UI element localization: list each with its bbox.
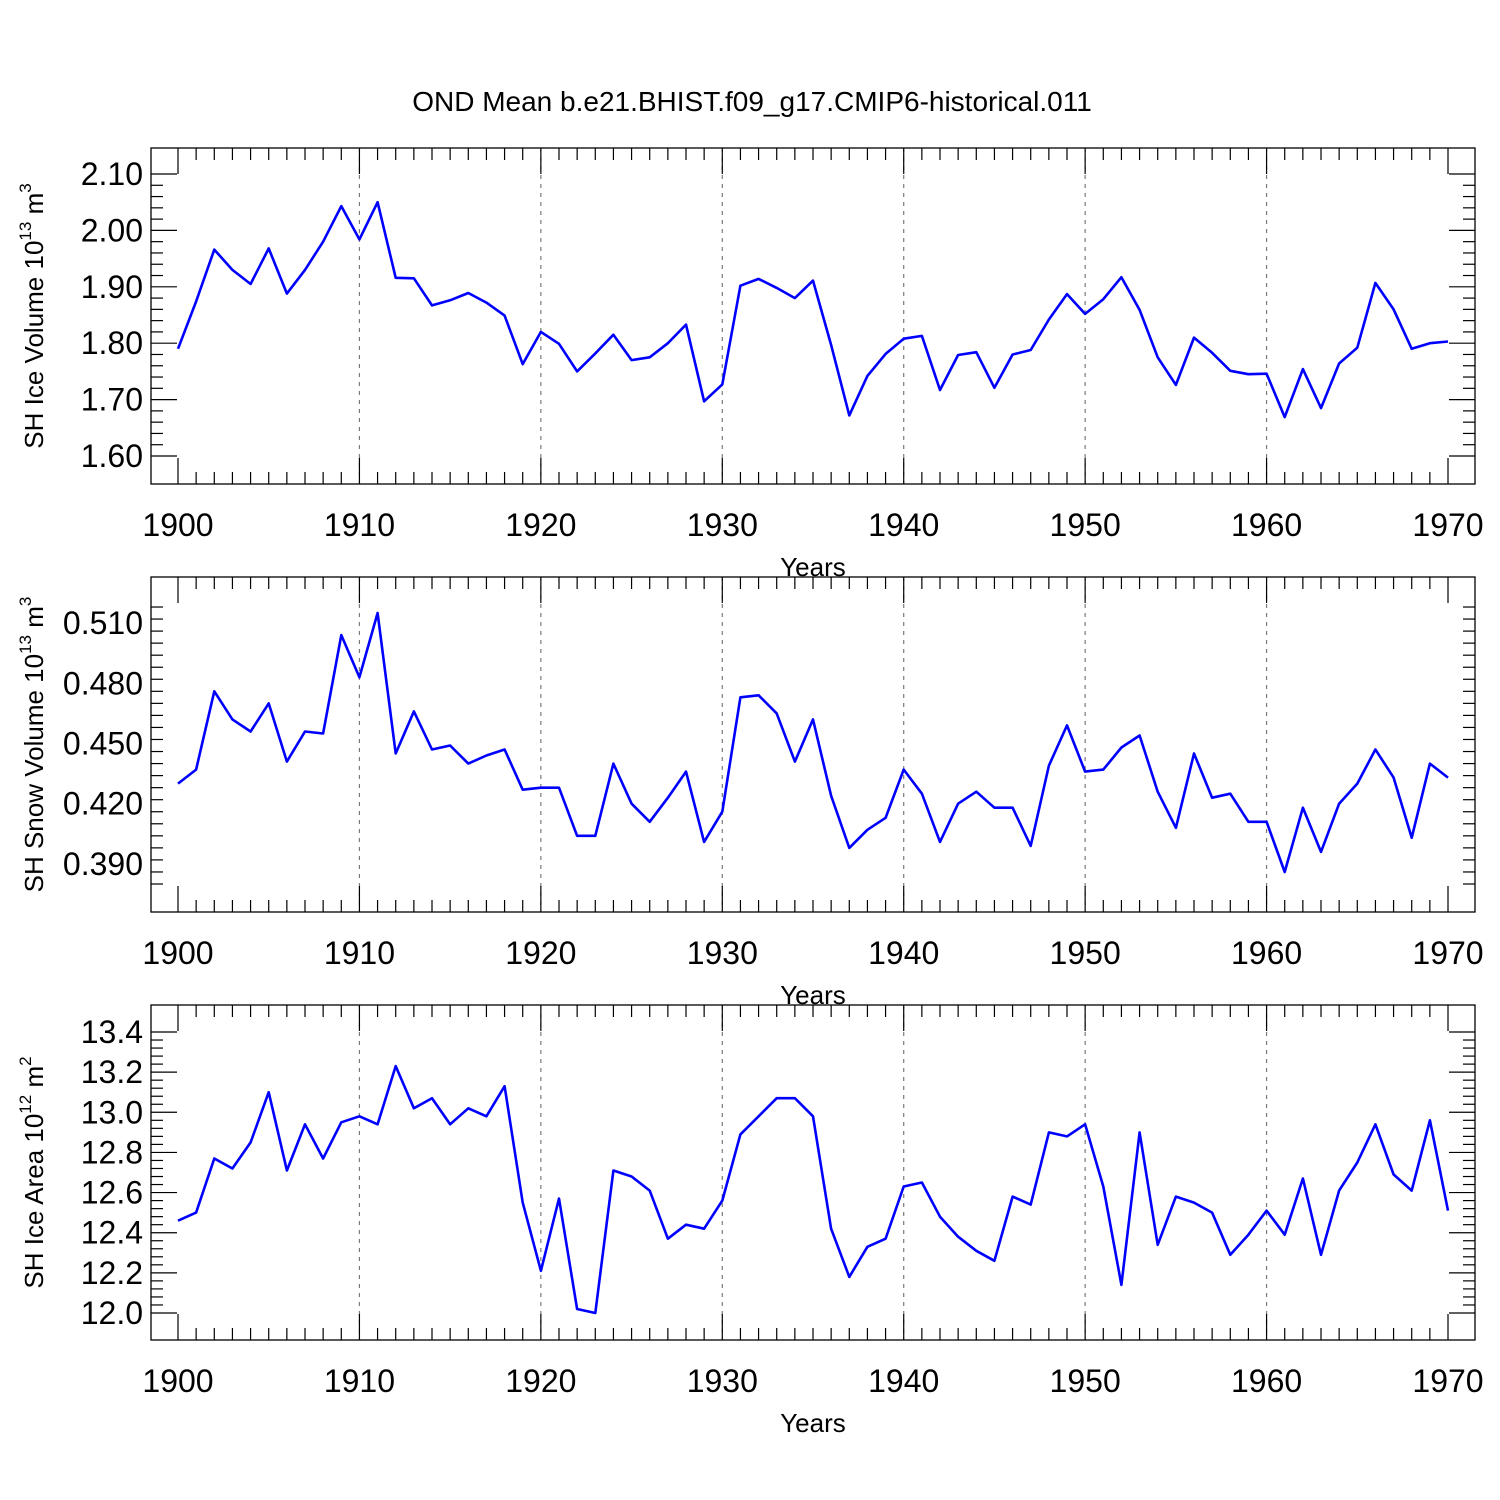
x-axis-label: Years bbox=[780, 1408, 846, 1438]
y-tick-label: 12.4 bbox=[81, 1215, 143, 1251]
y-tick-label: 12.6 bbox=[81, 1175, 143, 1211]
panel-ice-volume: 1.60 1.70 1.80 1.90 2.00 2.10 1900 1910 1920 1930… bbox=[16, 147, 1484, 582]
y-tick-label: 2.00 bbox=[81, 212, 143, 248]
x-tick-label: 1930 bbox=[687, 1363, 758, 1399]
x-tick-label: 1970 bbox=[1412, 935, 1483, 971]
y-tick-label: 12.8 bbox=[81, 1134, 143, 1170]
y-axis-label-main: SH Ice Area 10 bbox=[19, 1114, 49, 1289]
y-tick-label: 0.510 bbox=[63, 605, 143, 641]
y-tick-label: 0.450 bbox=[63, 726, 143, 762]
x-tick-label: 1970 bbox=[1412, 507, 1483, 543]
panel-snow-volume: 0.390 0.420 0.450 0.480 0.510 1900 1910 1920 193… bbox=[16, 576, 1484, 1010]
y-axis-label-unit: m bbox=[19, 193, 49, 222]
y-tick-label: 12.2 bbox=[81, 1255, 143, 1291]
x-tick-label: 1950 bbox=[1050, 507, 1121, 543]
y-tick-label: 1.90 bbox=[81, 269, 143, 305]
x-tick-label: 1960 bbox=[1231, 935, 1302, 971]
y-axis-label-unit: m bbox=[19, 606, 49, 635]
x-tick-label: 1960 bbox=[1231, 1363, 1302, 1399]
plot-frame bbox=[150, 1004, 1476, 1341]
series-line bbox=[177, 1064, 1450, 1315]
y-tick-label: 1.60 bbox=[81, 438, 143, 474]
x-tick-label: 1930 bbox=[687, 507, 758, 543]
y-axis-label-exponent: 12 bbox=[16, 1095, 35, 1114]
x-tick-label: 1920 bbox=[505, 935, 576, 971]
y-tick-label: 1.70 bbox=[81, 382, 143, 418]
panel-ice-area: 12.0 12.2 12.4 12.6 12.8 13.0 13.2 13.4 1900 1910… bbox=[16, 1004, 1484, 1438]
x-tick-label: 1910 bbox=[324, 507, 395, 543]
x-tick-label: 1970 bbox=[1412, 1363, 1483, 1399]
y-axis-label-unit-exponent: 3 bbox=[16, 597, 35, 606]
x-tick-label: 1950 bbox=[1050, 935, 1121, 971]
y-tick-label: 12.0 bbox=[81, 1295, 143, 1331]
y-axis-label-main: SH Ice Volume 10 bbox=[19, 241, 49, 449]
y-axis-label-unit-exponent: 3 bbox=[16, 183, 35, 192]
x-tick-label: 1920 bbox=[505, 507, 576, 543]
x-tick-label: 1910 bbox=[324, 935, 395, 971]
x-tick-label: 1900 bbox=[142, 507, 213, 543]
y-tick-label: 13.4 bbox=[81, 1014, 143, 1050]
plot-frame bbox=[150, 576, 1476, 913]
x-tick-label: 1940 bbox=[868, 1363, 939, 1399]
y-tick-label: 2.10 bbox=[81, 156, 143, 192]
x-tick-label: 1910 bbox=[324, 1363, 395, 1399]
y-tick-label: 0.390 bbox=[63, 846, 143, 882]
y-tick-label: 0.420 bbox=[63, 786, 143, 822]
y-axis-label-unit: m bbox=[19, 1066, 49, 1095]
x-tick-label: 1960 bbox=[1231, 507, 1302, 543]
x-tick-label: 1930 bbox=[687, 935, 758, 971]
y-tick-label: 1.80 bbox=[81, 325, 143, 361]
y-axis-label: SH Ice Volume 1013 m3 bbox=[16, 183, 49, 448]
plot-frame bbox=[150, 147, 1476, 485]
y-axis-label-unit-exponent: 2 bbox=[16, 1056, 35, 1065]
x-tick-label: 1920 bbox=[505, 1363, 576, 1399]
x-tick-label: 1940 bbox=[868, 507, 939, 543]
y-axis-label: SH Snow Volume 1013 m3 bbox=[16, 597, 49, 893]
series-line bbox=[177, 611, 1449, 874]
y-tick-label: 13.2 bbox=[81, 1054, 143, 1090]
y-tick-label: 0.480 bbox=[63, 665, 143, 701]
figure-title: OND Mean b.e21.BHIST.f09_g17.CMIP6-histo… bbox=[412, 86, 1092, 117]
y-axis-label-main: SH Snow Volume 10 bbox=[19, 654, 49, 892]
series-line bbox=[176, 200, 1449, 419]
x-tick-label: 1900 bbox=[142, 935, 213, 971]
x-tick-label: 1950 bbox=[1050, 1363, 1121, 1399]
y-tick-label: 13.0 bbox=[81, 1094, 143, 1130]
x-tick-label: 1900 bbox=[142, 1363, 213, 1399]
y-axis-label: SH Ice Area 1012 m2 bbox=[16, 1056, 49, 1288]
x-tick-label: 1940 bbox=[868, 935, 939, 971]
y-axis-label-exponent: 13 bbox=[16, 222, 35, 241]
y-axis-label-exponent: 13 bbox=[16, 635, 35, 654]
